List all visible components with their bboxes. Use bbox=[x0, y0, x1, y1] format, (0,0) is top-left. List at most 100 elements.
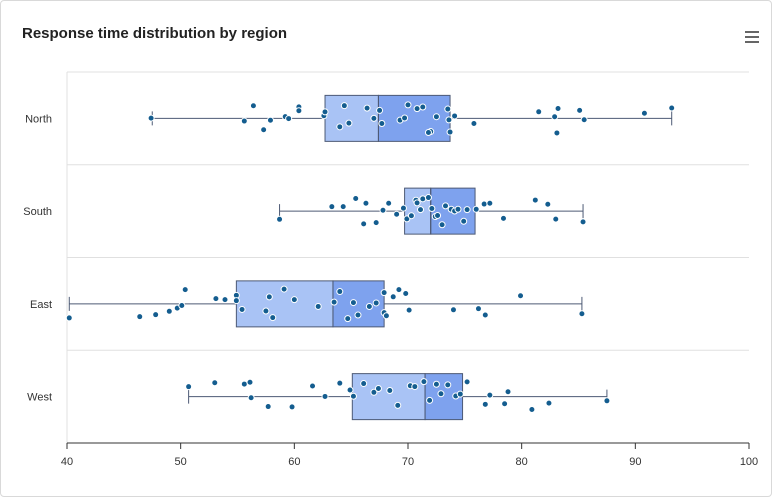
data-point bbox=[336, 379, 344, 387]
data-point bbox=[449, 306, 457, 314]
data-point bbox=[65, 314, 73, 322]
data-point bbox=[382, 312, 390, 320]
data-point bbox=[481, 311, 489, 319]
data-point bbox=[346, 386, 354, 394]
data-point bbox=[265, 293, 273, 301]
data-point bbox=[554, 104, 562, 112]
data-point bbox=[178, 302, 186, 310]
data-point bbox=[399, 204, 407, 212]
data-point bbox=[232, 297, 240, 305]
data-point bbox=[249, 102, 257, 110]
data-point bbox=[603, 397, 611, 405]
data-point bbox=[374, 385, 382, 393]
data-point bbox=[339, 203, 347, 211]
x-tick-label: 100 bbox=[740, 456, 758, 468]
data-point bbox=[405, 306, 413, 314]
data-point bbox=[360, 220, 368, 228]
data-point bbox=[393, 210, 401, 218]
data-point bbox=[181, 286, 189, 294]
x-tick-label: 70 bbox=[402, 456, 414, 468]
data-point bbox=[426, 396, 434, 404]
data-point bbox=[328, 203, 336, 211]
data-point bbox=[221, 296, 229, 304]
data-point bbox=[352, 195, 360, 203]
hamburger-menu-icon[interactable] bbox=[745, 31, 759, 43]
menu-bar bbox=[745, 31, 759, 33]
data-point bbox=[517, 292, 525, 300]
data-point bbox=[365, 302, 373, 310]
data-point bbox=[499, 214, 507, 222]
data-point bbox=[276, 215, 284, 223]
data-point bbox=[438, 221, 446, 229]
data-point bbox=[456, 390, 464, 398]
data-point bbox=[240, 117, 248, 125]
data-point bbox=[321, 392, 329, 400]
data-point bbox=[240, 380, 248, 388]
data-point bbox=[413, 199, 421, 207]
data-point bbox=[401, 114, 409, 122]
category-label: South bbox=[23, 206, 52, 218]
chart-title: Response time distribution by region bbox=[22, 25, 288, 42]
data-point bbox=[551, 113, 559, 121]
data-point bbox=[246, 378, 254, 386]
data-point bbox=[420, 378, 428, 386]
data-point bbox=[463, 206, 471, 214]
data-point bbox=[211, 379, 219, 387]
menu-bar bbox=[745, 41, 759, 43]
data-point bbox=[321, 108, 329, 116]
data-point bbox=[531, 196, 539, 204]
data-point bbox=[446, 128, 454, 136]
data-point bbox=[668, 104, 676, 112]
data-point bbox=[404, 101, 412, 109]
data-point bbox=[336, 288, 344, 296]
data-point bbox=[528, 406, 536, 414]
data-point bbox=[444, 381, 452, 389]
data-point bbox=[395, 286, 403, 294]
data-point bbox=[535, 108, 543, 116]
box-lower bbox=[324, 94, 379, 142]
data-point bbox=[372, 219, 380, 227]
category-label: East bbox=[30, 299, 52, 311]
data-point bbox=[578, 310, 586, 318]
data-point bbox=[295, 107, 303, 115]
data-point bbox=[264, 403, 272, 411]
data-point bbox=[336, 123, 344, 131]
x-tick-label: 60 bbox=[288, 456, 300, 468]
data-point bbox=[463, 378, 471, 386]
data-point bbox=[407, 212, 415, 220]
data-point bbox=[640, 109, 648, 117]
data-point bbox=[340, 102, 348, 110]
category-label: North bbox=[25, 113, 52, 125]
data-point bbox=[280, 285, 288, 293]
data-point bbox=[413, 105, 421, 113]
data-point bbox=[330, 298, 338, 306]
data-point bbox=[360, 380, 368, 388]
data-point bbox=[552, 215, 560, 223]
data-point bbox=[417, 206, 425, 214]
data-point bbox=[379, 206, 387, 214]
data-point bbox=[152, 311, 160, 319]
data-point bbox=[185, 383, 193, 391]
data-point bbox=[432, 113, 440, 121]
data-point bbox=[349, 392, 357, 400]
data-point bbox=[460, 217, 468, 225]
data-point bbox=[437, 390, 445, 398]
data-point bbox=[363, 104, 371, 112]
data-point bbox=[451, 112, 459, 120]
data-point bbox=[424, 194, 432, 202]
data-point bbox=[309, 382, 317, 390]
data-point bbox=[501, 400, 509, 408]
data-point bbox=[370, 114, 378, 122]
data-point bbox=[266, 116, 274, 124]
data-point bbox=[285, 115, 293, 123]
data-point bbox=[579, 218, 587, 226]
data-point bbox=[389, 293, 397, 301]
data-point bbox=[394, 401, 402, 409]
data-point bbox=[212, 295, 220, 303]
x-tick-label: 80 bbox=[516, 456, 528, 468]
data-point bbox=[411, 383, 419, 391]
data-point bbox=[419, 195, 427, 203]
data-point bbox=[454, 205, 462, 213]
data-point bbox=[260, 126, 268, 134]
data-point bbox=[434, 212, 442, 220]
